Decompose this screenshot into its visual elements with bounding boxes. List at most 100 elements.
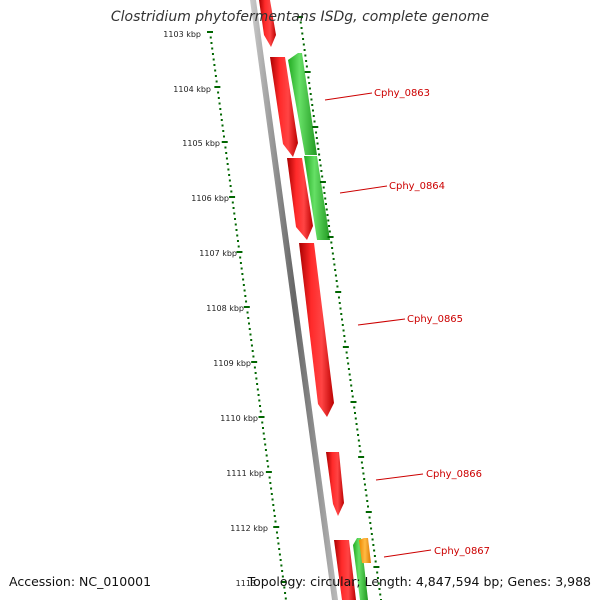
inner-scale-minor-tick	[225, 152, 228, 154]
topology-text: Topology: circular; Length: 4,847,594 bp…	[247, 574, 591, 589]
outer-scale-minor-tick	[355, 423, 358, 425]
outer-scale-minor-tick	[351, 395, 354, 398]
inner-scale-minor-tick	[231, 201, 234, 204]
outer-scale-minor-tick	[343, 335, 346, 337]
outer-scale-minor-tick	[337, 296, 340, 299]
inner-scale-minor-tick	[256, 388, 259, 391]
inner-scale-minor-tick	[261, 421, 264, 424]
inner-scale-minor-tick	[228, 174, 231, 176]
outer-scale-minor-tick	[313, 120, 316, 123]
outer-scale-minor-tick	[317, 148, 320, 150]
inner-scale-minor-tick	[259, 405, 262, 407]
outer-scale-minor-tick	[311, 109, 314, 112]
inner-scale-minor-tick	[278, 548, 281, 550]
outer-scale-minor-tick	[302, 38, 305, 40]
genome-title: Clostridium phytofermentans ISDg, comple…	[110, 9, 490, 25]
gene-arrow-green-1	[288, 53, 317, 155]
outer-scale-minor-tick	[338, 302, 341, 304]
inner-scale-minor-tick	[278, 553, 281, 556]
gene-label-cphy-0867[interactable]: Cphy_0867	[434, 546, 490, 557]
inner-scale-minor-tick	[218, 102, 221, 105]
outer-scale-minor-tick	[323, 192, 326, 194]
inner-scale-minor-tick	[264, 443, 267, 446]
inner-scale-ticks	[207, 31, 287, 600]
outer-scale-minor-tick	[327, 219, 330, 222]
outer-scale-minor-tick	[353, 406, 356, 409]
accession-text: Accession: NC_010001	[9, 574, 152, 589]
outer-scale-major-tick	[304, 71, 311, 73]
outer-scale-minor-tick	[379, 593, 382, 596]
inner-scale-minor-tick	[236, 240, 239, 242]
outer-scale-minor-tick	[368, 516, 371, 519]
outer-scale-minor-tick	[300, 27, 303, 29]
inner-scale-major-tick	[265, 471, 272, 473]
gene-label-cphy-0863[interactable]: Cphy_0863	[374, 88, 430, 99]
inner-scale-minor-tick	[259, 410, 262, 413]
leader-line-cphy-0866	[375, 473, 424, 481]
gene-arrow-green-2	[304, 156, 330, 240]
outer-scale-minor-tick	[310, 98, 313, 101]
inner-scale-major-tick	[243, 306, 250, 308]
inner-scale-minor-tick	[242, 278, 245, 281]
inner-scale-minor-tick	[268, 476, 271, 479]
inner-scale-minor-tick	[211, 53, 214, 55]
outer-scale-minor-tick	[346, 357, 349, 359]
inner-scale-minor-tick	[220, 119, 223, 121]
inner-scale-minor-tick	[234, 223, 237, 226]
outer-scale-minor-tick	[304, 54, 307, 57]
outer-scale-minor-tick	[308, 87, 311, 90]
gene-arrow-orange	[359, 538, 371, 563]
gene-label-cphy-0864[interactable]: Cphy_0864	[389, 181, 445, 192]
inner-scale-minor-tick	[265, 454, 268, 457]
inner-scale-minor-tick	[227, 168, 230, 171]
inner-scale-minor-tick	[213, 64, 216, 66]
inner-scale-minor-tick	[270, 487, 273, 490]
gene-arrow-cphy-0866	[326, 452, 344, 516]
inner-scale-minor-tick	[230, 190, 233, 193]
inner-scale-minor-tick	[226, 163, 229, 165]
inner-scale-minor-tick	[267, 465, 270, 468]
inner-scale-minor-tick	[272, 504, 275, 506]
gene-label-cphy-0866[interactable]: Cphy_0866	[426, 469, 482, 480]
outer-scale-minor-tick	[332, 258, 335, 260]
outer-scale-major-tick	[335, 291, 342, 293]
outer-scale-minor-tick	[324, 203, 327, 205]
kbp-label-1108: 1108 kbp	[206, 304, 244, 313]
kbp-label-1105: 1105 kbp	[182, 139, 220, 148]
inner-scale-minor-tick	[248, 322, 251, 325]
inner-scale-minor-tick	[274, 520, 277, 523]
inner-scale-minor-tick	[219, 108, 222, 110]
leader-line-cphy-0867	[383, 549, 432, 558]
outer-scale-minor-tick	[315, 131, 318, 134]
inner-scale-major-tick	[207, 31, 213, 33]
inner-scale-minor-tick	[279, 559, 282, 561]
outer-scale-minor-tick	[376, 571, 379, 574]
inner-scale-minor-tick	[251, 350, 254, 352]
inner-scale-minor-tick	[245, 300, 248, 303]
outer-scale-minor-tick	[316, 142, 319, 145]
outer-scale-minor-tick	[302, 43, 305, 46]
inner-scale-minor-tick	[261, 427, 264, 429]
outer-scale-ticks	[297, 16, 382, 600]
inner-scale-major-tick	[280, 581, 287, 583]
outer-scale-minor-tick	[350, 384, 353, 387]
outer-scale-minor-tick	[354, 412, 357, 414]
outer-scale-minor-tick	[362, 472, 365, 475]
inner-scale-minor-tick	[244, 295, 247, 297]
outer-scale-minor-tick	[331, 247, 334, 249]
inner-scale-minor-tick	[225, 157, 228, 160]
inner-scale-minor-tick	[236, 234, 239, 237]
outer-scale-minor-tick	[366, 500, 369, 502]
inner-scale-minor-tick	[275, 531, 278, 534]
outer-scale-minor-tick	[309, 93, 312, 95]
inner-scale-minor-tick	[280, 564, 283, 567]
inner-scale-minor-tick	[263, 438, 266, 440]
outer-scale-minor-tick	[322, 186, 325, 189]
inner-scale-major-tick	[221, 141, 228, 143]
kbp-label-1106: 1106 kbp	[191, 194, 229, 203]
outer-scale-major-tick	[319, 181, 326, 183]
outer-scale-minor-tick	[358, 445, 361, 447]
gene-label-cphy-0865[interactable]: Cphy_0865	[407, 314, 463, 325]
inner-scale-minor-tick	[281, 575, 284, 578]
